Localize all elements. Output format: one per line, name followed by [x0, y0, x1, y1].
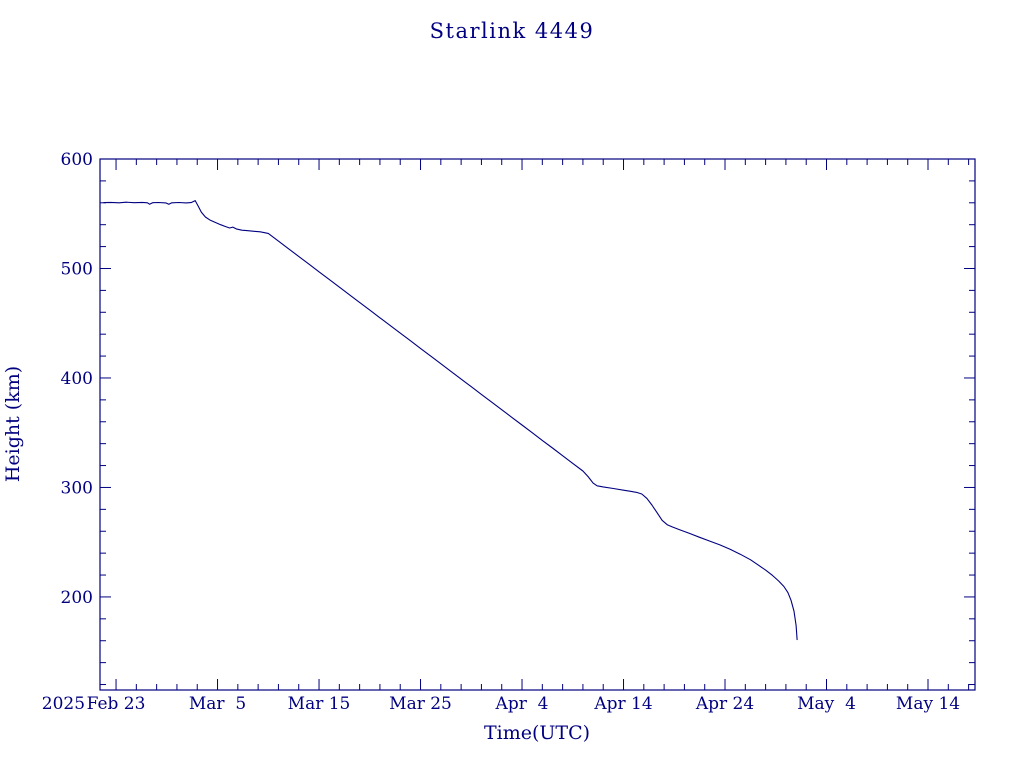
y-tick-label: 500 — [61, 259, 93, 279]
y-axis-title: Height (km) — [2, 366, 24, 482]
x-tick-label: Apr 4 — [495, 694, 549, 714]
y-tick-label: 400 — [61, 369, 93, 389]
x-tick-label: Mar 15 — [288, 694, 351, 714]
x-axis-year-label: 2025 — [42, 694, 85, 714]
chart-title: Starlink 4449 — [430, 19, 595, 43]
y-tick-label: 200 — [61, 588, 93, 608]
y-tick-label: 600 — [61, 150, 93, 170]
x-tick-label: Apr 24 — [695, 694, 754, 714]
height-series-line — [103, 200, 798, 641]
x-tick-label: May 14 — [896, 694, 960, 714]
x-axis-title: Time(UTC) — [484, 722, 590, 744]
x-tick-label: Feb 23 — [87, 694, 146, 714]
plot-area: Feb 23 Mar 5 Mar 15 Mar 25 Apr 4 Apr 14 Apr 24… — [42, 150, 976, 714]
x-tick-label: Mar 25 — [389, 694, 452, 714]
y-tick-label: 300 — [61, 478, 93, 498]
x-tick-label: Apr 14 — [593, 694, 652, 714]
x-tick-label: May 4 — [797, 694, 856, 714]
plot-frame — [99, 158, 976, 691]
x-tick-label: Mar 5 — [189, 694, 246, 714]
